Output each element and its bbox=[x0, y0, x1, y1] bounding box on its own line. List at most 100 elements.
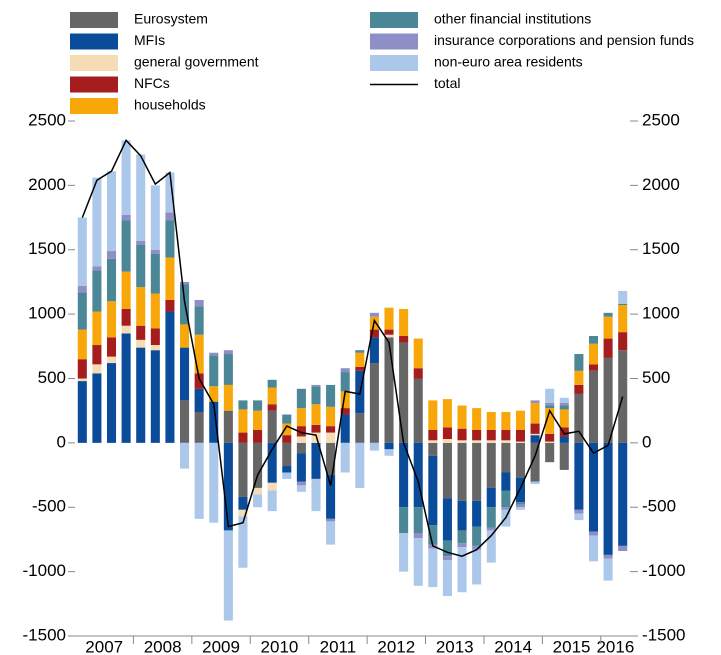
bar-segment bbox=[559, 436, 569, 443]
bar-segment bbox=[267, 404, 277, 411]
bar-segment bbox=[428, 440, 438, 443]
bar-segment bbox=[442, 427, 452, 440]
bar-segment bbox=[384, 307, 394, 330]
bar-segment bbox=[136, 244, 146, 288]
bar-segment bbox=[428, 430, 438, 441]
bar-segment bbox=[603, 442, 613, 555]
bar-segment bbox=[501, 411, 511, 430]
bar-segment bbox=[238, 516, 248, 568]
bar-segment bbox=[369, 363, 379, 443]
bar-segment bbox=[121, 325, 131, 334]
bar-segment bbox=[106, 356, 117, 364]
bar-segment bbox=[311, 424, 321, 433]
bar-segment bbox=[603, 312, 613, 317]
bar-segment bbox=[413, 507, 423, 533]
bar-segment bbox=[486, 440, 496, 443]
bar-segment bbox=[588, 343, 599, 365]
x-tick-label: 2010 bbox=[261, 637, 299, 655]
bar-segment bbox=[92, 373, 102, 443]
bar-segment bbox=[472, 408, 482, 430]
bar-segment bbox=[618, 305, 628, 333]
bar-segment bbox=[618, 442, 628, 546]
bar-segment bbox=[136, 154, 146, 241]
bar-segment bbox=[545, 402, 555, 406]
bar-segment bbox=[136, 325, 146, 340]
bar-segment bbox=[442, 540, 452, 557]
legend-swatch bbox=[370, 33, 418, 50]
bar-segment bbox=[574, 513, 584, 521]
bar-segment bbox=[413, 368, 423, 379]
bar-segment bbox=[267, 490, 277, 512]
y-tick-label: 0 bbox=[57, 432, 66, 451]
bar-segment bbox=[340, 372, 350, 392]
bar-segment bbox=[282, 423, 292, 436]
bar-segment bbox=[369, 329, 379, 338]
bar-segment bbox=[92, 266, 102, 271]
bar-segment bbox=[92, 177, 102, 267]
bar-segment bbox=[457, 428, 467, 441]
bar-segment bbox=[515, 477, 525, 503]
bar-segment bbox=[311, 384, 321, 387]
y2-tick-label: 2500 bbox=[642, 110, 680, 129]
bar-segment bbox=[326, 518, 336, 522]
bar-segment bbox=[209, 355, 219, 387]
bar-segment bbox=[545, 388, 555, 403]
bar-segment bbox=[77, 329, 87, 360]
bar-segment bbox=[530, 433, 540, 436]
bar-segment bbox=[384, 449, 394, 456]
bar-segment bbox=[472, 549, 482, 585]
y-tick-label: 1000 bbox=[28, 304, 66, 323]
bar-segment bbox=[413, 338, 423, 369]
bar-segment bbox=[340, 391, 350, 409]
bar-segment bbox=[92, 345, 102, 365]
bar-segment bbox=[194, 411, 204, 443]
bar-segment bbox=[413, 538, 423, 586]
bar-segment bbox=[340, 414, 350, 443]
y2-tick-label: -1000 bbox=[642, 561, 685, 580]
bar-segment bbox=[457, 500, 467, 531]
bar-segment bbox=[223, 350, 233, 355]
y-tick-label: -500 bbox=[32, 497, 66, 516]
y2-tick-label: 500 bbox=[642, 368, 670, 387]
total-line bbox=[81, 138, 624, 557]
bar-segment bbox=[618, 303, 628, 306]
bar-segment bbox=[150, 350, 160, 443]
bar-segment bbox=[77, 285, 87, 293]
bar-segment bbox=[413, 378, 423, 443]
bar-segment bbox=[574, 354, 584, 371]
bar-segment bbox=[574, 384, 584, 394]
bar-segment bbox=[486, 487, 496, 508]
bar-segment bbox=[267, 379, 277, 388]
bar-segment bbox=[428, 548, 438, 588]
y-tick-label: 1500 bbox=[28, 239, 66, 258]
bar-segment bbox=[165, 172, 175, 213]
bar-segment bbox=[515, 441, 525, 443]
bar-segment bbox=[501, 507, 511, 510]
bar-segment bbox=[457, 405, 467, 429]
bar-segment bbox=[501, 440, 511, 443]
bar-segment bbox=[603, 558, 613, 581]
bar-segment bbox=[282, 466, 292, 473]
bar-segment bbox=[399, 336, 409, 343]
bar-segment bbox=[296, 408, 306, 427]
bar-segment bbox=[559, 442, 569, 470]
bar-segment bbox=[194, 373, 204, 389]
bar-segment bbox=[457, 440, 467, 443]
bar-segment bbox=[253, 494, 263, 508]
bar-segment bbox=[603, 316, 613, 339]
x-tick-label: 2009 bbox=[202, 637, 240, 655]
y-tick-label: 500 bbox=[38, 368, 66, 387]
bar-segment bbox=[165, 212, 175, 221]
y-tick-label: -1000 bbox=[23, 561, 66, 580]
bar-segment bbox=[282, 414, 292, 424]
bar-segment bbox=[121, 333, 131, 443]
bar-segment bbox=[574, 370, 584, 385]
bar-segment bbox=[238, 432, 248, 443]
bar-segment bbox=[223, 530, 233, 621]
bar-segment bbox=[486, 530, 496, 563]
bar-segment bbox=[545, 405, 555, 409]
bar-segment bbox=[559, 409, 569, 428]
bar-segment bbox=[282, 472, 292, 479]
bar-segment bbox=[530, 442, 540, 482]
bar-segment bbox=[136, 339, 146, 348]
